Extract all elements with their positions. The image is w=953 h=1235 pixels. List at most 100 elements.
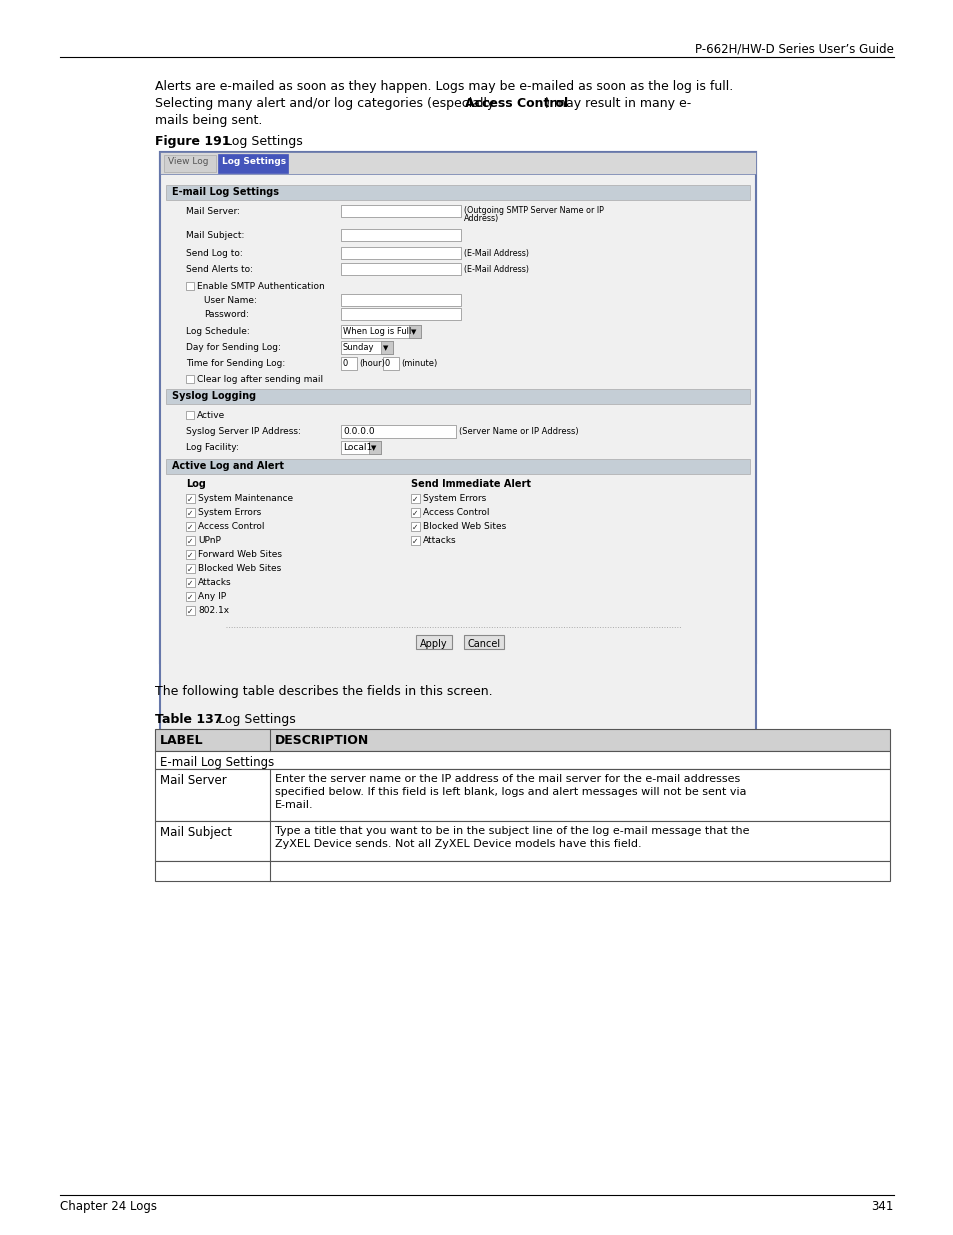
Bar (186, 578, 194, 587)
Bar (340, 228, 460, 241)
Text: 0: 0 (343, 359, 348, 368)
Text: System Errors: System Errors (422, 494, 486, 503)
Bar (186, 411, 193, 419)
Text: Mail Server: Mail Server (160, 774, 227, 787)
Text: ✓: ✓ (187, 495, 193, 504)
Bar (154, 861, 889, 881)
Text: (hour): (hour) (358, 359, 384, 368)
Text: ✓: ✓ (187, 551, 193, 559)
Text: System Errors: System Errors (198, 508, 261, 517)
Text: Log Settings: Log Settings (210, 713, 295, 726)
Text: 0.0.0.0: 0.0.0.0 (343, 427, 375, 436)
Bar (186, 606, 194, 615)
Text: Log Settings: Log Settings (222, 157, 286, 165)
Text: Log Schedule:: Log Schedule: (186, 327, 250, 336)
Text: (minute): (minute) (400, 359, 436, 368)
Text: E-mail Log Settings: E-mail Log Settings (160, 756, 274, 769)
Text: Table 137: Table 137 (154, 713, 222, 726)
Text: Log Facility:: Log Facility: (186, 443, 238, 452)
Text: 341: 341 (871, 1200, 893, 1213)
Text: (Server Name or IP Address): (Server Name or IP Address) (458, 427, 578, 436)
Text: Enable SMTP Authentication: Enable SMTP Authentication (196, 282, 324, 291)
Bar (166, 389, 749, 404)
Bar (160, 152, 755, 820)
Bar (340, 425, 456, 438)
Text: ▼: ▼ (382, 345, 388, 351)
Text: Active: Active (196, 411, 225, 420)
Bar (186, 522, 194, 531)
Bar (154, 751, 889, 769)
Text: Attacks: Attacks (198, 578, 232, 587)
Text: Apply: Apply (419, 638, 447, 650)
Text: Syslog Logging: Syslog Logging (172, 391, 255, 401)
Bar (340, 441, 380, 454)
Bar (186, 564, 194, 573)
Text: Mail Subject:: Mail Subject: (186, 231, 244, 240)
Text: LABEL: LABEL (160, 734, 203, 747)
Bar (340, 263, 460, 275)
Text: Syslog Server IP Address:: Syslog Server IP Address: (186, 427, 300, 436)
Text: Time for Sending Log:: Time for Sending Log: (186, 359, 285, 368)
Bar (186, 508, 194, 517)
Bar (186, 550, 194, 559)
Text: ▼: ▼ (411, 329, 416, 335)
Text: Mail Subject: Mail Subject (160, 826, 232, 839)
Text: Mail Server:: Mail Server: (186, 207, 240, 216)
Bar (160, 152, 755, 174)
Bar (411, 522, 419, 531)
Bar (186, 282, 193, 290)
Bar (340, 325, 420, 338)
Text: Type a title that you want to be in the subject line of the log e-mail message t: Type a title that you want to be in the … (274, 826, 749, 836)
Text: Attacks: Attacks (422, 536, 456, 545)
Text: Selecting many alert and/or log categories (especially: Selecting many alert and/or log categori… (154, 98, 497, 110)
Text: ✓: ✓ (412, 495, 418, 504)
Bar (340, 357, 356, 370)
Bar (340, 205, 460, 217)
Text: ✓: ✓ (412, 509, 418, 517)
Bar (166, 185, 749, 200)
Bar (463, 635, 503, 650)
Text: Password:: Password: (204, 310, 249, 319)
Bar (160, 152, 755, 663)
Bar (411, 494, 419, 503)
Text: Alerts are e-mailed as soon as they happen. Logs may be e-mailed as soon as the : Alerts are e-mailed as soon as they happ… (154, 80, 733, 93)
Bar (340, 341, 393, 354)
Text: Blocked Web Sites: Blocked Web Sites (198, 564, 281, 573)
Text: ▼: ▼ (371, 445, 376, 451)
Text: When Log is Full: When Log is Full (343, 327, 411, 336)
Text: Access Control: Access Control (422, 508, 489, 517)
Text: View Log: View Log (168, 157, 209, 165)
Bar (186, 592, 194, 601)
Text: ✓: ✓ (412, 537, 418, 546)
Text: System Maintenance: System Maintenance (198, 494, 293, 503)
Bar (340, 294, 460, 306)
Text: Log Settings: Log Settings (216, 135, 302, 148)
Text: ✓: ✓ (187, 606, 193, 616)
Bar (154, 769, 889, 821)
Text: ✓: ✓ (187, 509, 193, 517)
Bar (382, 357, 398, 370)
Text: Send Log to:: Send Log to: (186, 249, 242, 258)
Bar (218, 154, 288, 173)
Bar (186, 375, 193, 383)
Text: (Outgoing SMTP Server Name or IP: (Outgoing SMTP Server Name or IP (463, 206, 603, 215)
Text: Address): Address) (463, 214, 498, 224)
Text: Blocked Web Sites: Blocked Web Sites (422, 522, 506, 531)
Bar (154, 729, 889, 751)
Text: Sunday: Sunday (343, 343, 375, 352)
Text: ✓: ✓ (187, 564, 193, 574)
Text: Day for Sending Log:: Day for Sending Log: (186, 343, 280, 352)
Bar (411, 536, 419, 545)
Text: Chapter 24 Logs: Chapter 24 Logs (60, 1200, 157, 1213)
Text: Forward Web Sites: Forward Web Sites (198, 550, 282, 559)
Bar (154, 821, 889, 861)
Text: ) may result in many e-: ) may result in many e- (544, 98, 691, 110)
Text: Enter the server name or the IP address of the mail server for the e-mail addres: Enter the server name or the IP address … (274, 774, 740, 784)
Text: Send Alerts to:: Send Alerts to: (186, 266, 253, 274)
Bar (416, 635, 452, 650)
Text: 802.1x: 802.1x (198, 606, 229, 615)
Text: Active Log and Alert: Active Log and Alert (172, 461, 284, 471)
Text: The following table describes the fields in this screen.: The following table describes the fields… (154, 685, 492, 698)
Bar (164, 156, 215, 172)
Bar (380, 341, 393, 354)
